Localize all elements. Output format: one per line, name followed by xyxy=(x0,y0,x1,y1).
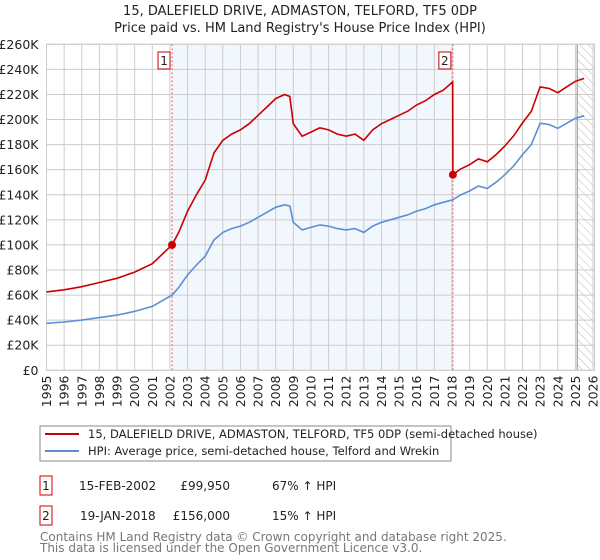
x-tick-label: 2011 xyxy=(321,375,336,407)
x-tick-label: 2023 xyxy=(533,375,548,407)
x-tick-label: 2003 xyxy=(180,375,195,407)
chart-subtitle: Price paid vs. HM Land Registry's House … xyxy=(114,21,486,36)
x-tick-label: 2012 xyxy=(339,375,354,407)
x-tick-label: 2019 xyxy=(462,375,477,407)
x-tick-label: 2004 xyxy=(198,375,213,407)
y-tick-label: £80K xyxy=(6,262,39,277)
forecast-hatch xyxy=(577,44,595,371)
x-tick-label: 2026 xyxy=(586,375,600,407)
y-tick-label: £60K xyxy=(6,288,39,303)
plot-border xyxy=(46,43,595,371)
sale-point xyxy=(168,240,177,249)
transaction-hpi: 15% ↑ HPI xyxy=(272,509,336,523)
ownership-shading xyxy=(172,44,453,371)
sale-point xyxy=(448,170,457,179)
x-tick-label: 2002 xyxy=(162,375,177,407)
footer-licence: This data is licensed under the Open Gov… xyxy=(39,541,422,555)
sale-label-box xyxy=(438,51,452,70)
x-tick-label: 2001 xyxy=(145,375,160,407)
transaction-hpi: 67% ↑ HPI xyxy=(272,479,336,493)
x-tick-label: 1998 xyxy=(92,375,107,407)
x-tick-label: 2025 xyxy=(568,375,583,407)
x-tick-label: 2021 xyxy=(497,375,512,407)
transaction-row: 1 15-FEB-2002 £99,950 67% ↑ HPI xyxy=(39,475,336,496)
legend-label-hpi: HPI: Average price, semi-detached house,… xyxy=(88,444,439,458)
legend-label-property: 15, DALEFIELD DRIVE, ADMASTON, TELFORD, … xyxy=(88,427,538,441)
x-tick-label: 2006 xyxy=(233,375,248,407)
y-tick-label: £0 xyxy=(23,363,39,378)
x-tick-label: 2007 xyxy=(251,375,266,407)
x-tick-label: 2020 xyxy=(480,375,495,407)
y-tick-label: £180K xyxy=(0,137,39,152)
y-tick-label: £220K xyxy=(0,87,39,102)
property-price-line xyxy=(46,77,585,293)
footer-copyright: Contains HM Land Registry data © Crown c… xyxy=(40,530,507,544)
transaction-row: 2 19-JAN-2018 £156,000 15% ↑ HPI xyxy=(39,505,336,526)
chart-title: 15, DALEFIELD DRIVE, ADMASTON, TELFORD, … xyxy=(123,4,477,19)
x-tick-label: 2009 xyxy=(286,375,301,407)
x-tick-label: 2014 xyxy=(374,375,389,407)
x-tick-label: 2017 xyxy=(427,375,442,407)
x-tick-label: 2024 xyxy=(550,375,565,407)
y-tick-label: £40K xyxy=(6,313,39,328)
y-tick-label: £140K xyxy=(0,187,39,202)
y-tick-label: £100K xyxy=(0,237,39,252)
hpi-line xyxy=(46,115,585,325)
legend: 15, DALEFIELD DRIVE, ADMASTON, TELFORD, … xyxy=(39,425,538,462)
y-tick-label: £260K xyxy=(0,37,39,52)
x-tick-label: 2015 xyxy=(392,375,407,407)
sale-label: 2 xyxy=(441,54,449,68)
x-tick-label: 2010 xyxy=(303,375,318,407)
transaction-price: £99,950 xyxy=(180,479,230,493)
x-tick-label: 2013 xyxy=(356,375,371,407)
y-tick-label: £20K xyxy=(6,338,39,353)
transaction-price: £156,000 xyxy=(173,509,230,523)
sale-label-box xyxy=(157,51,171,70)
transaction-id: 1 xyxy=(42,479,50,493)
y-tick-label: £120K xyxy=(0,212,39,227)
x-tick-label: 2000 xyxy=(127,375,142,407)
x-tick-label: 1997 xyxy=(74,375,89,407)
x-tick-label: 1995 xyxy=(39,375,54,407)
transaction-date: 19-JAN-2018 xyxy=(80,509,156,523)
y-tick-label: £160K xyxy=(0,162,39,177)
transaction-date: 15-FEB-2002 xyxy=(79,479,156,493)
y-tick-label: £200K xyxy=(0,112,39,127)
x-tick-label: 2016 xyxy=(409,375,424,407)
sale-label: 1 xyxy=(160,54,168,68)
y-tick-label: £240K xyxy=(0,62,39,77)
transaction-id: 2 xyxy=(42,509,50,523)
x-tick-label: 1999 xyxy=(110,375,125,407)
x-tick-label: 2022 xyxy=(515,375,530,407)
x-tick-label: 2005 xyxy=(215,375,230,407)
x-tick-label: 2018 xyxy=(444,375,459,407)
x-tick-label: 1996 xyxy=(57,375,72,407)
x-tick-label: 2008 xyxy=(268,375,283,407)
